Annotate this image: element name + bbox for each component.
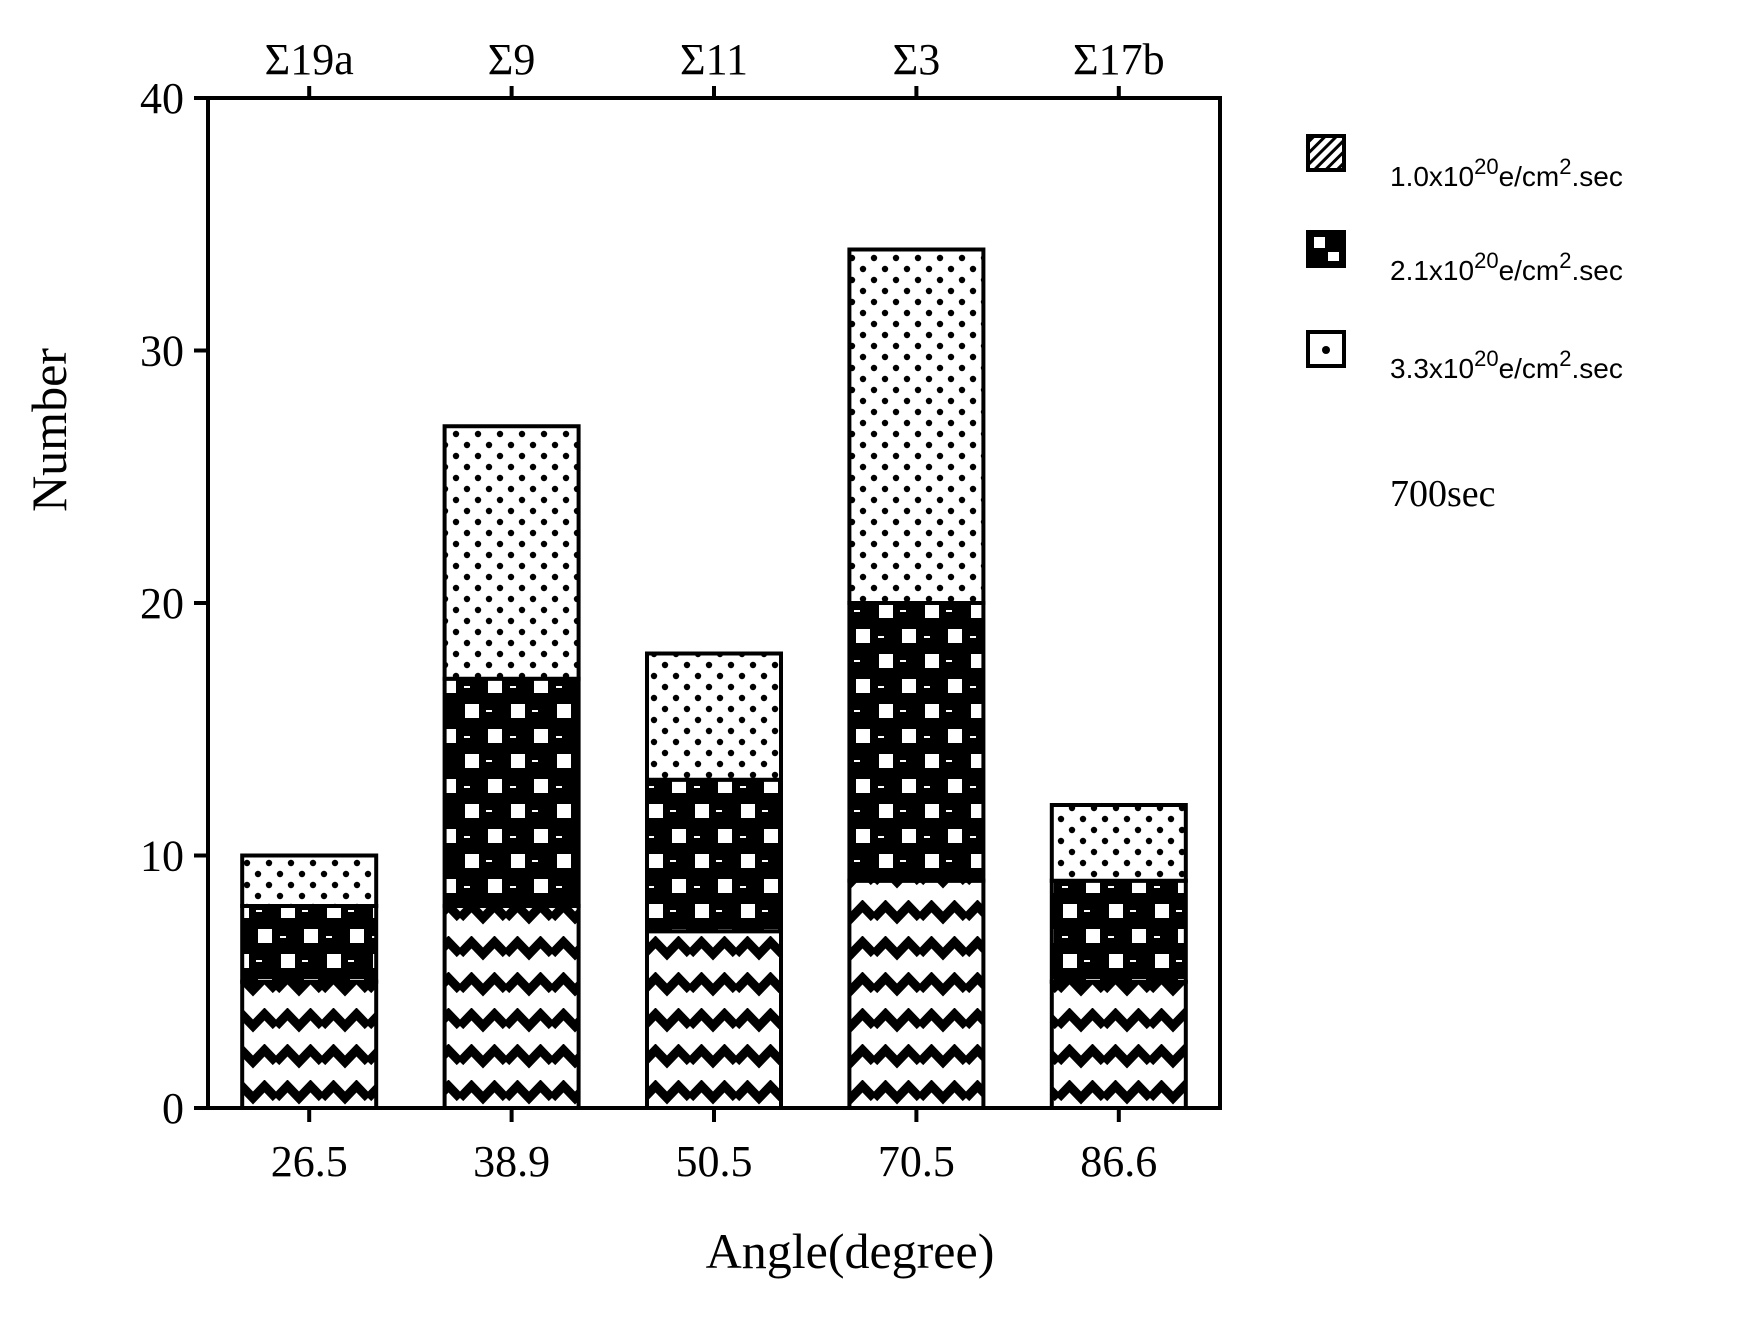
legend-swatch-dot-mark — [1322, 346, 1330, 354]
bar-segment-checker — [442, 676, 581, 908]
x-top-tick-label: Σ17b — [1073, 35, 1165, 84]
bar-segment-dots — [240, 853, 379, 908]
x-axis-title: Angle(degree) — [706, 1223, 995, 1279]
bar-segment-wave — [1049, 979, 1188, 1110]
y-tick-label: 40 — [140, 74, 184, 123]
legend-swatch-checker-mark — [1314, 237, 1325, 248]
y-tick-label: 10 — [140, 832, 184, 881]
legend: 1.0x1020e/cm2.sec 2.1x1020e/cm2.sec 3.3x… — [1306, 134, 1623, 384]
bar-segment-wave — [847, 878, 986, 1110]
x-top-tick-label: Σ11 — [680, 35, 748, 84]
bar-segment-checker — [847, 601, 986, 883]
legend-swatch-wave — [1306, 134, 1346, 172]
bar-segment-dots — [442, 424, 581, 681]
x-top-tick-label: Σ9 — [488, 35, 536, 84]
y-tick-label: 20 — [140, 579, 184, 628]
bars-group — [240, 247, 1188, 1110]
y-axis: 0 10 20 30 40 — [140, 74, 208, 1133]
x-tick-label: 38.9 — [473, 1137, 550, 1186]
bar-segment-dots — [1049, 803, 1188, 883]
bar-segment-checker — [1049, 878, 1188, 984]
x-top-tick-label: Σ19a — [265, 35, 354, 84]
x-tick-label: 50.5 — [676, 1137, 753, 1186]
x-tick-label: 70.5 — [878, 1137, 955, 1186]
x-axis-top: Σ19a Σ9 Σ11 Σ3 Σ17b — [265, 35, 1165, 98]
legend-swatch-checker-mark — [1328, 252, 1339, 261]
legend-swatch-dots — [1306, 330, 1346, 368]
y-tick-label: 30 — [140, 327, 184, 376]
bar-segment-dots — [645, 651, 783, 782]
y-tick-label: 0 — [162, 1084, 184, 1133]
x-top-tick-label: Σ3 — [893, 35, 941, 84]
bar-segment-checker — [645, 777, 783, 934]
bar-segment-dots — [847, 247, 986, 605]
x-tick-label: 26.5 — [271, 1137, 348, 1186]
legend-label: 1.0x1020e/cm2.sec — [1390, 154, 1623, 192]
duration-note: 700sec — [1390, 473, 1496, 515]
bar-segment-wave — [442, 904, 581, 1110]
bar-segment-checker — [240, 904, 379, 984]
legend-label: 3.3x1020e/cm2.sec — [1390, 346, 1623, 384]
x-tick-label: 86.6 — [1080, 1137, 1157, 1186]
bar-segment-wave — [645, 929, 783, 1110]
x-axis-bottom: 26.5 38.9 50.5 70.5 86.6 — [271, 1108, 1157, 1186]
y-axis-title: Number — [21, 348, 77, 512]
legend-label: 2.1x1020e/cm2.sec — [1390, 248, 1623, 286]
bar-segment-wave — [240, 979, 379, 1110]
